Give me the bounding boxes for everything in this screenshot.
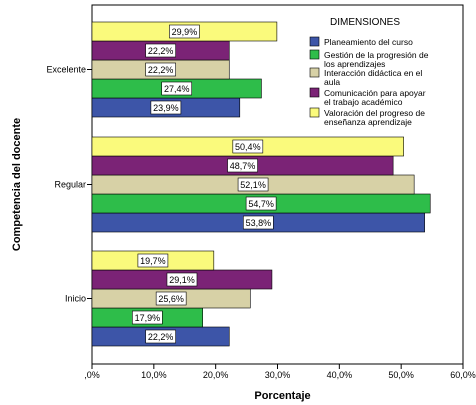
- data-label-box: [145, 329, 176, 344]
- y-axis-title: Competencia del docente: [11, 118, 23, 251]
- x-tick-label: 10,0%: [141, 370, 167, 380]
- y-tick-label: Inicio: [65, 294, 86, 304]
- x-axis-title: Porcentaje: [254, 390, 310, 402]
- x-tick-label: 50,0%: [388, 370, 414, 380]
- data-label: 29,9%: [172, 27, 198, 37]
- data-label: 29,1%: [169, 275, 195, 285]
- legend-entry-label: Valoración del progreso de: [324, 108, 425, 118]
- legend-swatch: [309, 87, 320, 98]
- data-label: 52,1%: [240, 180, 266, 190]
- data-label-box: [227, 158, 258, 173]
- data-label-box: [245, 196, 277, 211]
- data-label-box: [169, 24, 200, 39]
- data-label: 53,8%: [246, 218, 272, 228]
- data-label: 22,2%: [148, 65, 174, 75]
- data-label: 25,6%: [158, 294, 184, 304]
- data-label: 48,7%: [230, 161, 256, 171]
- legend-entry-label: Planeamiento del curso: [324, 37, 413, 47]
- data-label-box: [145, 43, 176, 58]
- data-label: 54,7%: [248, 199, 274, 209]
- data-label-box: [137, 253, 169, 268]
- legend-entry-label: los aprendizajes: [324, 59, 385, 69]
- data-label-box: [237, 177, 269, 192]
- x-tick-label: 30,0%: [265, 370, 291, 380]
- x-tick-label: 20,0%: [203, 370, 229, 380]
- data-label-box: [145, 62, 176, 77]
- x-tick-label: 40,0%: [327, 370, 353, 380]
- data-label: 50,4%: [235, 142, 261, 152]
- legend-title: DIMENSIONES: [330, 17, 400, 28]
- legend-swatch: [309, 49, 320, 60]
- data-label-box: [243, 215, 274, 230]
- legend-entry-label: el trabajo académico: [324, 97, 403, 107]
- data-label: 22,2%: [148, 332, 174, 342]
- legend-entry-label: Interacción didáctica en el: [324, 68, 422, 78]
- legend-entry-label: aula: [324, 77, 340, 87]
- x-tick-label: ,0%: [84, 370, 100, 380]
- legend-swatch: [309, 67, 320, 78]
- legend-swatch: [309, 107, 320, 118]
- data-label: 19,7%: [140, 256, 166, 266]
- data-label: 27,4%: [164, 84, 190, 94]
- y-tick-label: Regular: [54, 180, 86, 190]
- data-label: 17,9%: [135, 313, 161, 323]
- data-label-box: [155, 291, 187, 306]
- legend-entry-label: Comunicación para apoyar: [324, 88, 426, 98]
- data-label: 23,9%: [153, 103, 179, 113]
- data-label-box: [150, 100, 182, 115]
- data-label-box: [161, 81, 193, 96]
- data-label: 22,2%: [148, 46, 174, 56]
- y-tick-label: Excelente: [46, 65, 86, 75]
- legend-entry-label: enseñanza aprendizaje: [324, 117, 412, 127]
- x-tick-label: 60,0%: [450, 370, 476, 380]
- data-label-box: [232, 139, 264, 154]
- legend-swatch: [309, 36, 320, 47]
- data-label-box: [166, 272, 198, 287]
- legend-entry-label: Gestión de la progresión de: [324, 50, 429, 60]
- data-label-box: [132, 310, 163, 325]
